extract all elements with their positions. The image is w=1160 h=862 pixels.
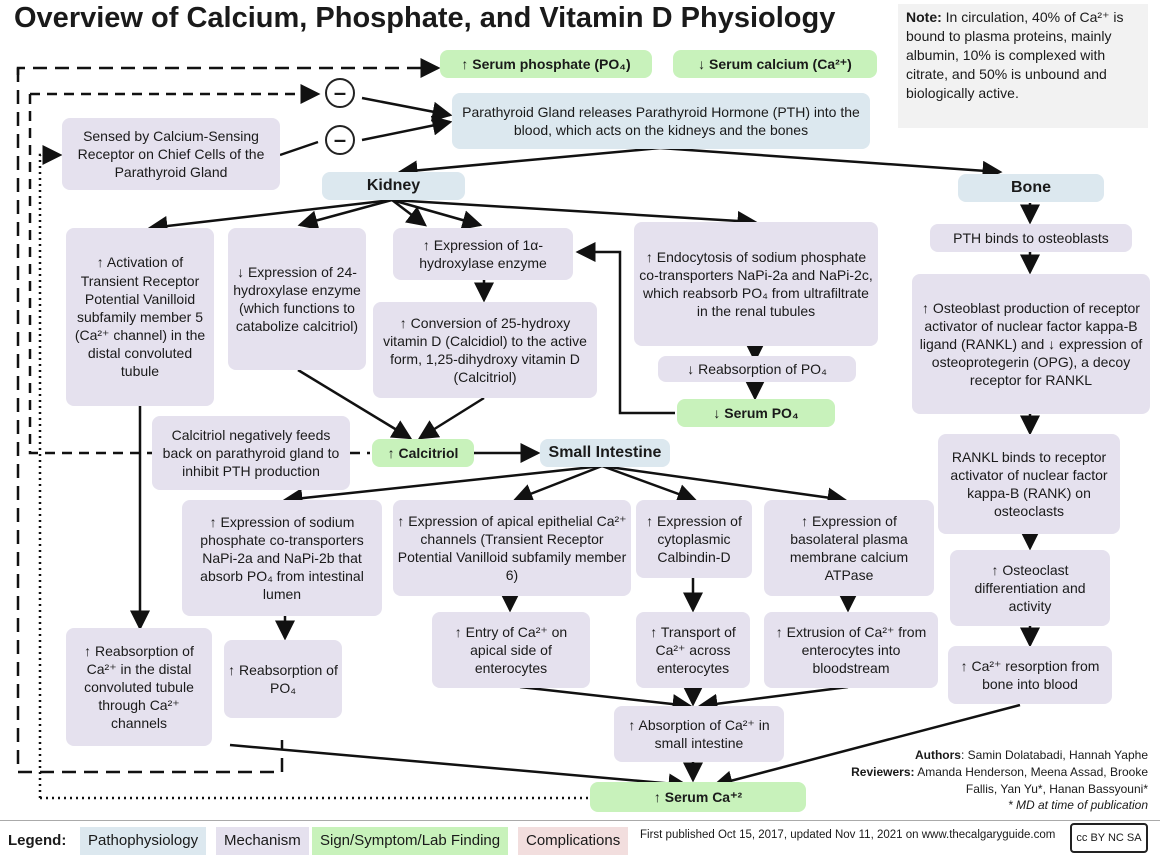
serum-po4-decrease-box: ↓ Serum PO₄ (677, 399, 835, 427)
legend-pathophysiology: Pathophysiology (80, 827, 207, 855)
minus-icon: – (325, 78, 355, 108)
serum-calcium-increase-box: ↑ Serum Ca⁺² (590, 782, 806, 812)
cc-license-icon: cc BY NC SA (1070, 823, 1148, 853)
small-intestine-header: Small Intestine (540, 439, 670, 467)
serum-calcium-box: ↓ Serum calcium (Ca²⁺) (673, 50, 877, 78)
ca-reabsorption-dct-box: ↑ Reabsorption of Ca²⁺ in the distal con… (66, 628, 212, 746)
24-hydroxylase-box: ↓ Expression of 24-hydroxylase enzyme (w… (228, 228, 366, 370)
authors-label: Authors (914, 748, 961, 762)
page-title: Overview of Calcium, Phosphate, and Vita… (14, 2, 836, 34)
ca-entry-box: ↑ Entry of Ca²⁺ on apical side of entero… (432, 612, 590, 688)
legend: Legend: Pathophysiology Mechanism Sign/S… (0, 820, 1160, 862)
note-label: Note: (906, 9, 942, 25)
legend-label: Legend: (8, 832, 67, 849)
pth-osteoblast-box: PTH binds to osteoblasts (930, 224, 1132, 252)
bone-header: Bone (958, 174, 1104, 202)
serum-phosphate-box: ↑ Serum phosphate (PO₄) (440, 50, 652, 78)
ca-absorption-box: ↑ Absorption of Ca²⁺ in small intestine (614, 706, 784, 762)
napi-intestine-box: ↑ Expression of sodium phosphate co-tran… (182, 500, 382, 616)
note-text: In circulation, 40% of Ca²⁺ is bound to … (906, 9, 1124, 101)
legend-sign-symptom: Sign/Symptom/Lab Finding (312, 827, 509, 855)
ca-transport-box: ↑ Transport of Ca²⁺ across enterocytes (636, 612, 750, 688)
authors-block: Authors: Samin Dolatabadi, Hannah Yaphe … (830, 747, 1148, 814)
endocytosis-napi-box: ↑ Endocytosis of sodium phosphate co-tra… (634, 222, 878, 346)
calbindin-box: ↑ Expression of cytoplasmic Calbindin-D (636, 500, 752, 578)
legend-complications: Complications (518, 827, 629, 855)
ca-resorption-box: ↑ Ca²⁺ resorption from bone into blood (948, 646, 1112, 704)
trpv5-activation-box: ↑ Activation of Transient Receptor Poten… (66, 228, 214, 406)
ca-extrusion-box: ↑ Extrusion of Ca²⁺ from enterocytes int… (764, 612, 938, 688)
authors-names: Samin Dolatabadi, Hannah Yaphe (967, 748, 1148, 762)
calcidiol-conversion-box: ↑ Conversion of 25-hydroxy vitamin D (Ca… (373, 302, 597, 398)
osteoclast-activity-box: ↑ Osteoclast differentiation and activit… (950, 550, 1110, 626)
legend-mechanism: Mechanism (216, 827, 309, 855)
minus-icon: – (325, 125, 355, 155)
kidney-header: Kidney (322, 172, 465, 200)
rank-binding-box: RANKL binds to receptor activator of nuc… (938, 434, 1120, 534)
calcitriol-box: ↑ Calcitriol (372, 439, 474, 467)
md-note: * MD at time of publication (1007, 798, 1148, 813)
pth-release-box: Parathyroid Gland releases Parathyroid H… (452, 93, 870, 149)
po4-reabsorption-decrease-box: ↓ Reabsorption of PO₄ (658, 356, 856, 382)
ca-atpase-box: ↑ Expression of basolateral plasma membr… (764, 500, 934, 596)
trpv6-expression-box: ↑ Expression of apical epithelial Ca²⁺ c… (393, 500, 631, 596)
reviewers-names: Amanda Henderson, Meena Assad, Brooke Fa… (917, 764, 1148, 796)
1a-hydroxylase-box: ↑ Expression of 1α-hydroxylase enzyme (393, 228, 573, 280)
publication-info: First published Oct 15, 2017, updated No… (640, 829, 1056, 841)
reviewers-label: Reviewers: (851, 764, 915, 779)
po4-reabsorption-box: ↑ Reabsorption of PO₄ (224, 640, 342, 718)
calcitriol-feedback-box: Calcitriol negatively feeds back on para… (152, 416, 350, 490)
rankl-production-box: ↑ Osteoblast production of receptor acti… (912, 274, 1150, 414)
circulation-note: Note: In circulation, 40% of Ca²⁺ is bou… (898, 4, 1148, 128)
calcium-sensing-box: Sensed by Calcium-Sensing Receptor on Ch… (62, 118, 280, 190)
